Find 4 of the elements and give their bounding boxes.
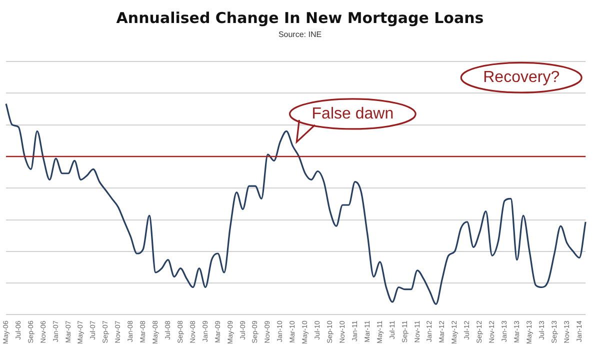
chart-subtitle: Source: INE bbox=[278, 30, 322, 40]
annotation: False dawn bbox=[312, 105, 394, 122]
text: Recovery? bbox=[483, 69, 560, 86]
chart-title: Annualised Change In New Mortgage Loans bbox=[116, 8, 484, 27]
